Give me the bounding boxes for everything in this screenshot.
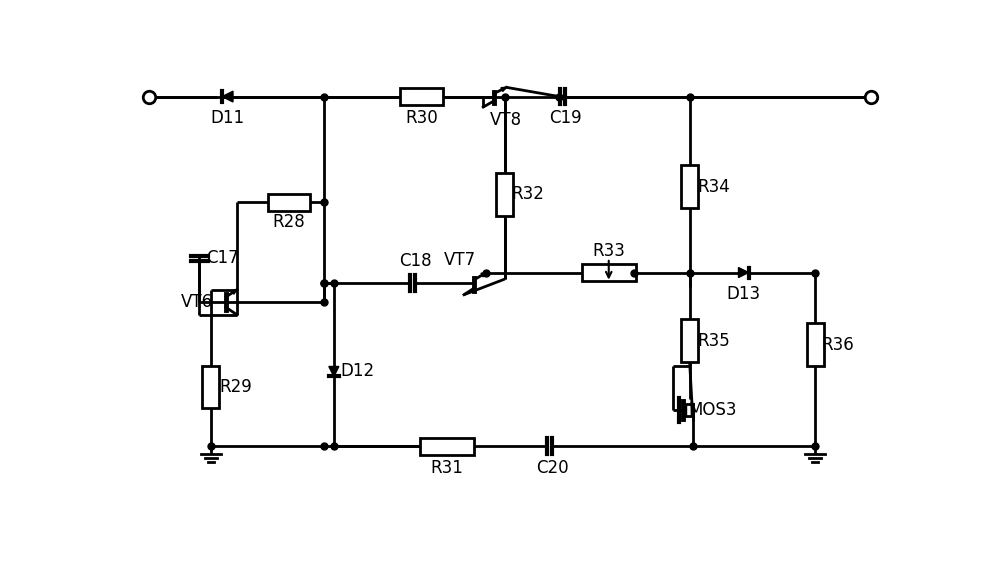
Bar (268, 194, 310, 210)
Text: R28: R28 (273, 213, 306, 231)
Text: VT8: VT8 (490, 111, 522, 128)
Text: R29: R29 (219, 378, 252, 396)
Bar (420, 438, 474, 454)
Bar (681, 165, 698, 208)
Bar (681, 320, 698, 362)
Text: C17: C17 (206, 249, 239, 267)
Bar (400, 88, 443, 105)
Text: MOS3: MOS3 (688, 401, 737, 419)
Text: VT6: VT6 (181, 293, 213, 311)
Bar (582, 264, 636, 281)
Bar (202, 366, 219, 408)
Bar (496, 173, 513, 215)
Polygon shape (683, 404, 687, 415)
Text: C20: C20 (536, 459, 569, 477)
Text: C18: C18 (399, 252, 432, 270)
Text: R30: R30 (405, 109, 438, 127)
Text: R35: R35 (698, 332, 731, 350)
Text: R33: R33 (592, 242, 625, 260)
Text: D11: D11 (211, 109, 245, 127)
Polygon shape (738, 268, 749, 278)
Polygon shape (481, 273, 486, 277)
Text: D12: D12 (340, 362, 374, 380)
Polygon shape (501, 88, 506, 91)
Text: D13: D13 (726, 285, 761, 303)
Polygon shape (222, 91, 233, 102)
Text: R34: R34 (698, 178, 731, 196)
Polygon shape (232, 289, 237, 294)
Text: VT7: VT7 (444, 251, 476, 269)
Polygon shape (329, 366, 339, 376)
Bar (807, 323, 824, 366)
Text: R36: R36 (822, 335, 855, 353)
Text: C19: C19 (549, 109, 582, 127)
Text: R31: R31 (431, 459, 463, 477)
Text: R32: R32 (511, 185, 544, 204)
